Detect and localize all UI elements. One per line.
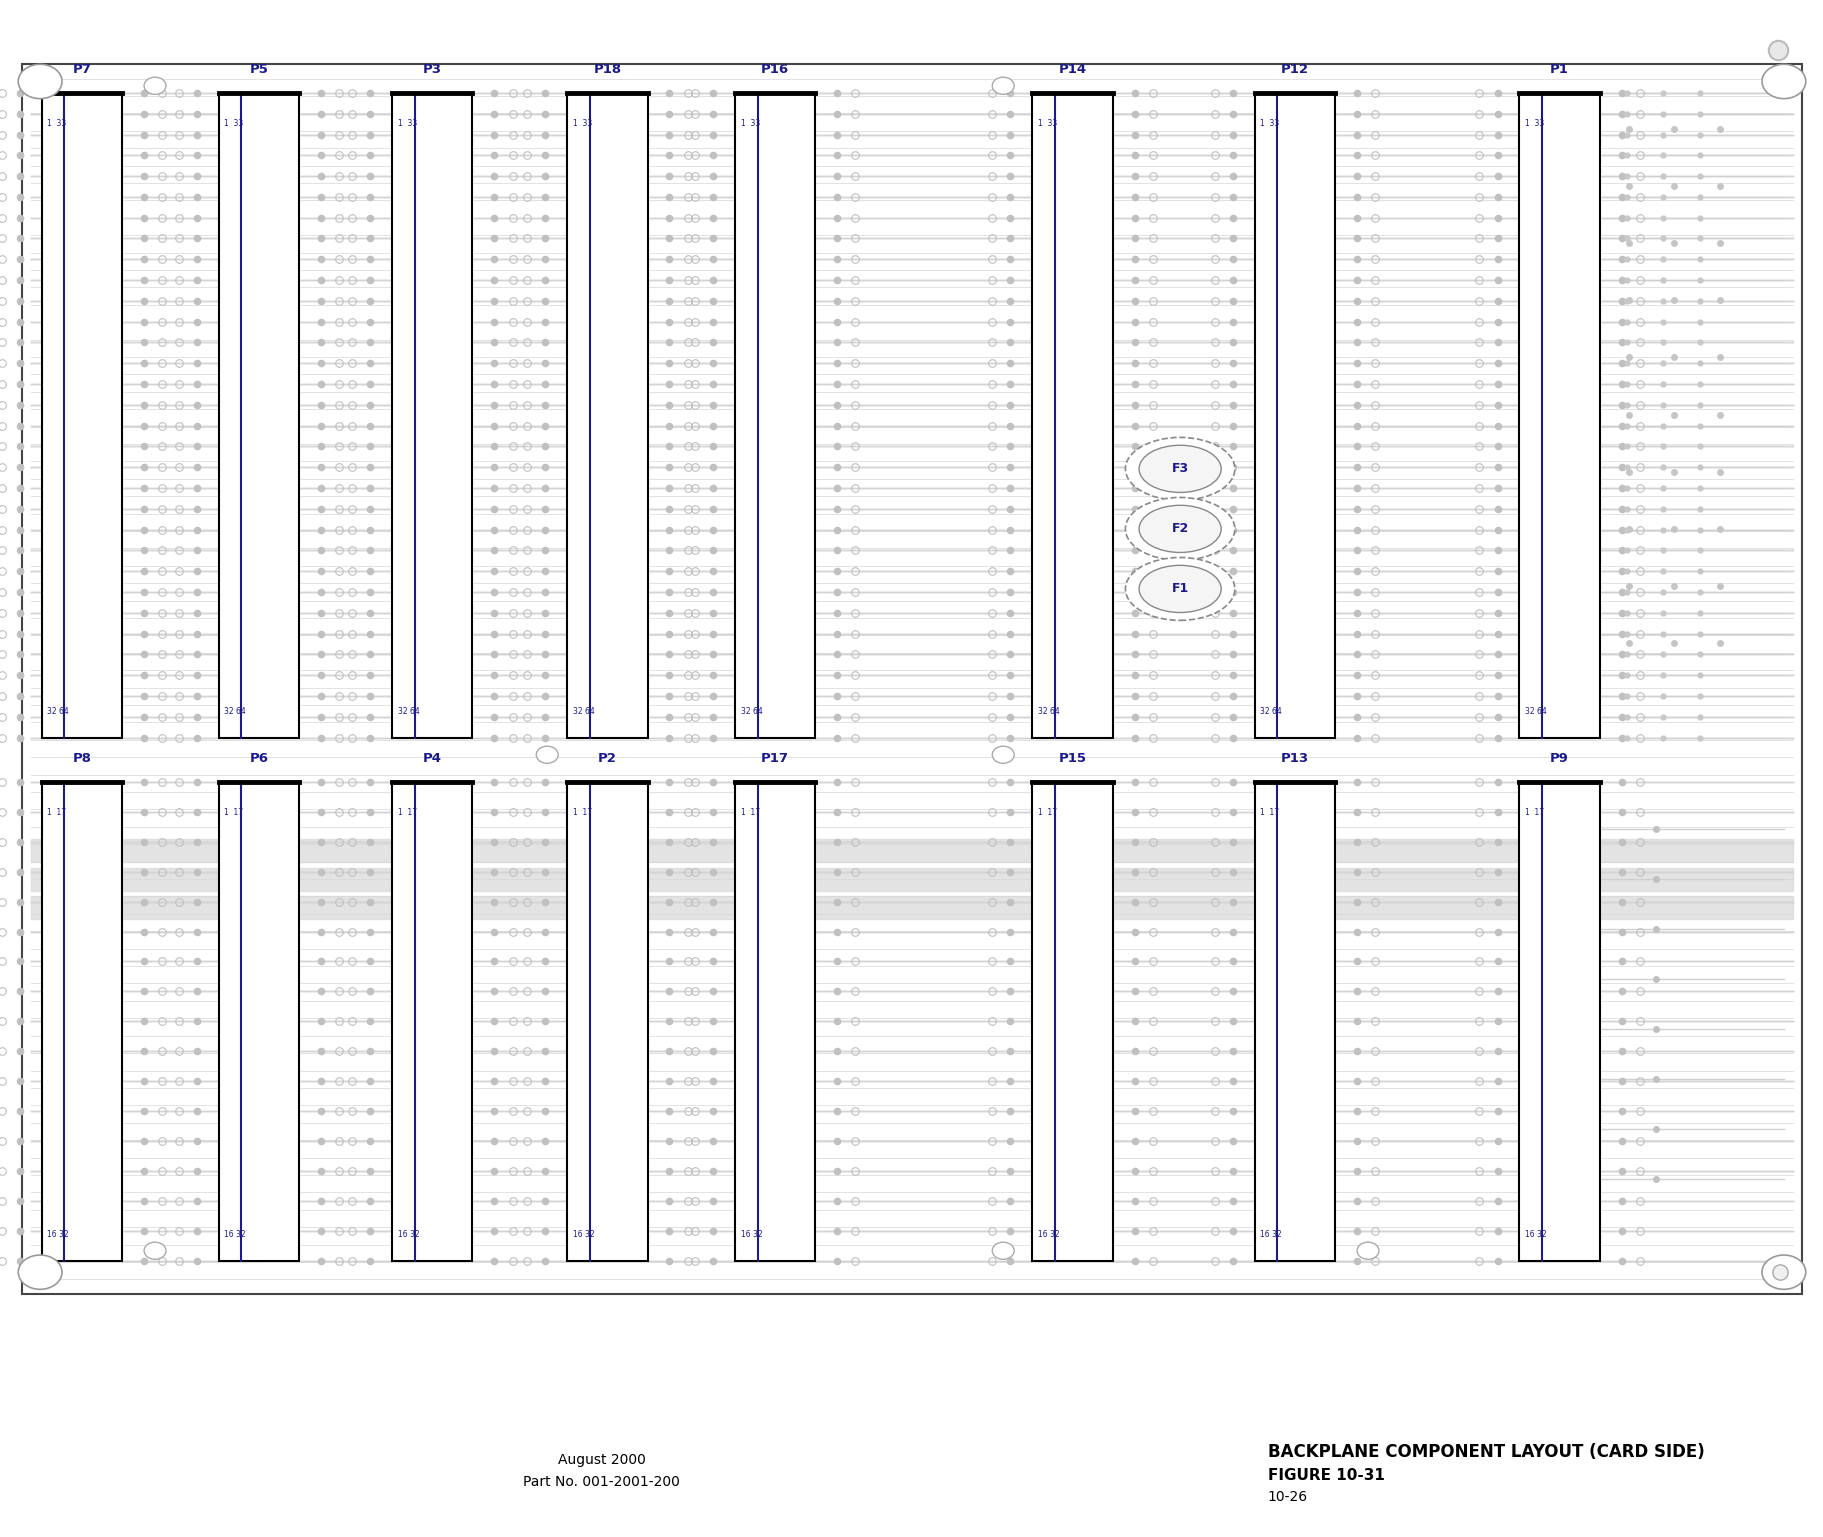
Text: P17: P17 <box>760 752 789 765</box>
Text: P12: P12 <box>1280 63 1309 75</box>
Text: P2: P2 <box>598 752 616 765</box>
Bar <box>22 65 1801 1294</box>
Text: Part No. 001-2001-200: Part No. 001-2001-200 <box>523 1474 680 1489</box>
Text: 1  17: 1 17 <box>397 807 416 816</box>
Bar <box>567 782 647 1260</box>
Text: ): ) <box>1781 43 1785 57</box>
Text: 1  17: 1 17 <box>572 807 591 816</box>
Text: 1  33: 1 33 <box>224 118 244 128</box>
Text: P14: P14 <box>1057 63 1087 75</box>
Text: 1  17: 1 17 <box>224 807 242 816</box>
Circle shape <box>144 1242 166 1259</box>
Text: 16 32: 16 32 <box>572 1230 594 1239</box>
Circle shape <box>1761 1256 1805 1290</box>
Circle shape <box>1356 1242 1378 1259</box>
Text: F3: F3 <box>1170 463 1189 475</box>
Bar <box>42 782 122 1260</box>
Text: P1: P1 <box>1550 63 1568 75</box>
Text: 1  33: 1 33 <box>740 118 760 128</box>
Circle shape <box>18 65 62 98</box>
Text: P3: P3 <box>423 63 441 75</box>
Bar <box>392 92 472 738</box>
Text: 16 32: 16 32 <box>1524 1230 1546 1239</box>
Circle shape <box>1761 65 1805 98</box>
Circle shape <box>536 745 558 764</box>
Text: 1  17: 1 17 <box>1524 807 1542 816</box>
Text: 16 32: 16 32 <box>740 1230 762 1239</box>
Text: BACKPLANE COMPONENT LAYOUT (CARD SIDE): BACKPLANE COMPONENT LAYOUT (CARD SIDE) <box>1267 1443 1703 1462</box>
Ellipse shape <box>1138 506 1221 552</box>
Circle shape <box>18 1256 62 1290</box>
Circle shape <box>992 1242 1014 1259</box>
Text: 1  33: 1 33 <box>47 118 67 128</box>
Circle shape <box>144 77 166 94</box>
Text: P13: P13 <box>1280 752 1309 765</box>
Text: 32 64: 32 64 <box>47 707 69 716</box>
Text: P7: P7 <box>73 63 91 75</box>
Bar <box>1032 782 1112 1260</box>
Circle shape <box>992 745 1014 764</box>
Text: 16 32: 16 32 <box>1037 1230 1059 1239</box>
Bar <box>1254 92 1334 738</box>
Ellipse shape <box>1125 558 1234 621</box>
Bar <box>219 782 299 1260</box>
Text: 1  17: 1 17 <box>1037 807 1056 816</box>
Text: 16 32: 16 32 <box>224 1230 246 1239</box>
Text: FIGURE 10-31: FIGURE 10-31 <box>1267 1468 1384 1483</box>
Text: 32 64: 32 64 <box>397 707 419 716</box>
Text: 16 32: 16 32 <box>397 1230 419 1239</box>
Text: P4: P4 <box>423 752 441 765</box>
Text: 32 64: 32 64 <box>740 707 762 716</box>
Text: 32 64: 32 64 <box>572 707 594 716</box>
Bar <box>1032 92 1112 738</box>
Text: 16 32: 16 32 <box>47 1230 69 1239</box>
Text: 1  17: 1 17 <box>47 807 66 816</box>
Text: 1  33: 1 33 <box>1260 118 1280 128</box>
Bar <box>735 782 815 1260</box>
Bar <box>42 92 122 738</box>
Text: 1  17: 1 17 <box>740 807 758 816</box>
Text: 32 64: 32 64 <box>1037 707 1059 716</box>
Text: 16 32: 16 32 <box>1260 1230 1282 1239</box>
Text: August 2000: August 2000 <box>558 1452 645 1468</box>
Bar <box>392 782 472 1260</box>
Bar <box>735 92 815 738</box>
Text: P5: P5 <box>250 63 268 75</box>
Text: P9: P9 <box>1550 752 1568 765</box>
Text: F2: F2 <box>1170 523 1189 535</box>
Text: 1  33: 1 33 <box>572 118 592 128</box>
Text: P6: P6 <box>250 752 268 765</box>
Text: P15: P15 <box>1057 752 1087 765</box>
Ellipse shape <box>1138 566 1221 613</box>
Bar <box>1254 782 1334 1260</box>
Bar <box>567 92 647 738</box>
Bar <box>1519 92 1599 738</box>
Text: 1  33: 1 33 <box>1524 118 1544 128</box>
Text: P8: P8 <box>73 752 91 765</box>
Text: 32 64: 32 64 <box>224 707 246 716</box>
Text: 1  33: 1 33 <box>1037 118 1057 128</box>
Text: 10-26: 10-26 <box>1267 1489 1307 1505</box>
Text: 32 64: 32 64 <box>1260 707 1282 716</box>
Text: 32 64: 32 64 <box>1524 707 1546 716</box>
Text: 1  17: 1 17 <box>1260 807 1278 816</box>
Text: P16: P16 <box>760 63 789 75</box>
Text: P18: P18 <box>592 63 622 75</box>
Ellipse shape <box>1125 438 1234 500</box>
Text: F1: F1 <box>1170 583 1189 595</box>
Bar <box>1519 782 1599 1260</box>
Circle shape <box>992 77 1014 94</box>
Bar <box>219 92 299 738</box>
Ellipse shape <box>1125 498 1234 561</box>
Text: 1  33: 1 33 <box>397 118 417 128</box>
Ellipse shape <box>1138 446 1221 492</box>
